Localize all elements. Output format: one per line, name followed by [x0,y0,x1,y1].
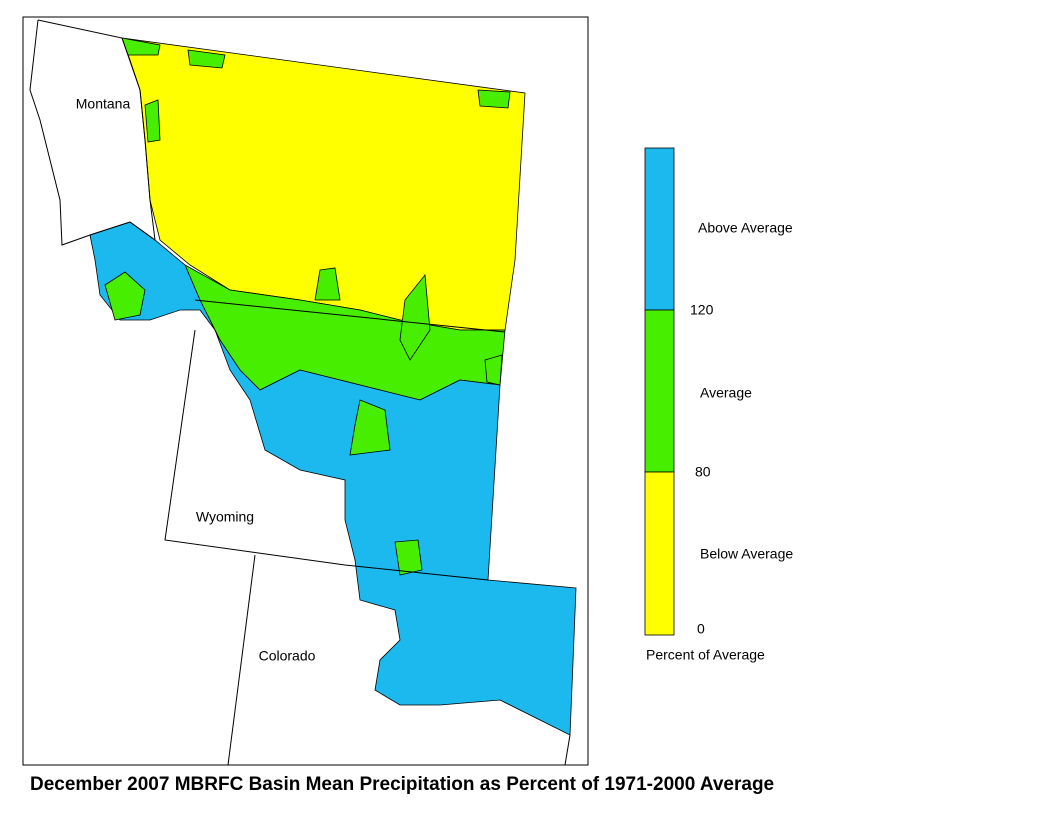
average-region [477,89,511,109]
state-label: Montana [76,96,131,112]
legend-break: 120 [690,302,714,318]
state-border [564,734,571,766]
state-border [164,329,489,581]
average-region [399,273,431,361]
above-average-region [89,221,577,736]
average-region [187,49,226,69]
legend-label: Average [700,385,752,401]
state-label: Wyoming [196,509,254,525]
state-border [227,554,256,766]
average-region [394,539,423,576]
state-border [29,19,156,246]
state-border [194,299,506,333]
legend-swatch [644,147,675,311]
legend-break: 80 [695,464,711,480]
legend-title: Percent of Average [646,647,765,663]
legend-label: Above Average [698,220,793,236]
average-region [144,99,161,143]
page-title: December 2007 MBRFC Basin Mean Precipita… [30,774,774,795]
state-label: Colorado [259,648,316,664]
legend-break: 0 [697,621,705,637]
average-region [484,354,503,386]
average-region [104,271,146,321]
legend-swatch [644,471,675,636]
average-region [314,267,341,301]
legend-swatch [644,309,675,473]
legend-label: Below Average [700,546,793,562]
average-region [349,399,391,456]
